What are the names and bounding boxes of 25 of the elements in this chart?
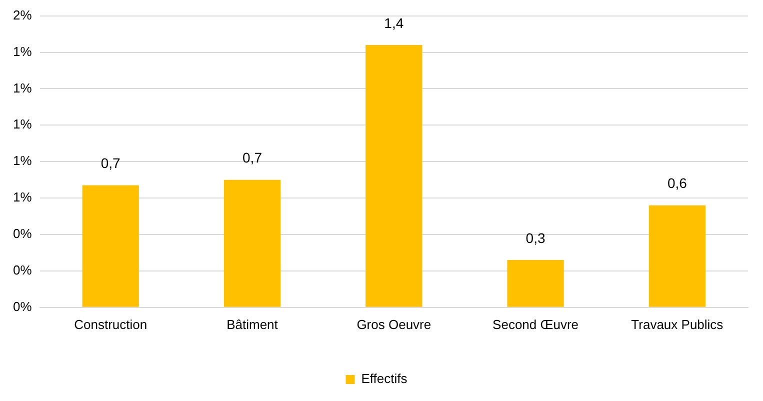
- bar: [366, 44, 422, 307]
- x-tick-label: Bâtiment: [226, 316, 278, 332]
- bar: [507, 260, 564, 307]
- data-label: 0,3: [526, 230, 546, 246]
- y-tick-label: 1%: [12, 116, 32, 132]
- y-tick-label: 1%: [12, 190, 32, 205]
- bar: [224, 180, 281, 307]
- x-tick-label: Travaux Publics: [631, 316, 724, 332]
- x-tick-label: Second Œuvre: [492, 316, 579, 332]
- bar: [648, 205, 706, 307]
- data-label: 0,7: [242, 150, 262, 166]
- x-tick-label: Gros Oeuvre: [356, 316, 432, 332]
- data-label: 0,6: [667, 175, 688, 192]
- bar: [82, 185, 139, 307]
- x-tick-label: Construction: [74, 316, 148, 332]
- y-tick-label: 1%: [12, 44, 32, 59]
- y-tick-label: 1%: [12, 153, 32, 168]
- y-tick-label: 2%: [12, 7, 32, 22]
- y-tick-label: 1%: [12, 80, 32, 96]
- y-tick-label: 0%: [12, 226, 32, 242]
- legend-label: Effectifs: [361, 371, 408, 386]
- y-tick-label: 0%: [12, 262, 32, 278]
- data-label: 0,7: [100, 155, 121, 172]
- data-label: 1,4: [384, 14, 404, 31]
- y-tick-label: 0%: [12, 298, 32, 314]
